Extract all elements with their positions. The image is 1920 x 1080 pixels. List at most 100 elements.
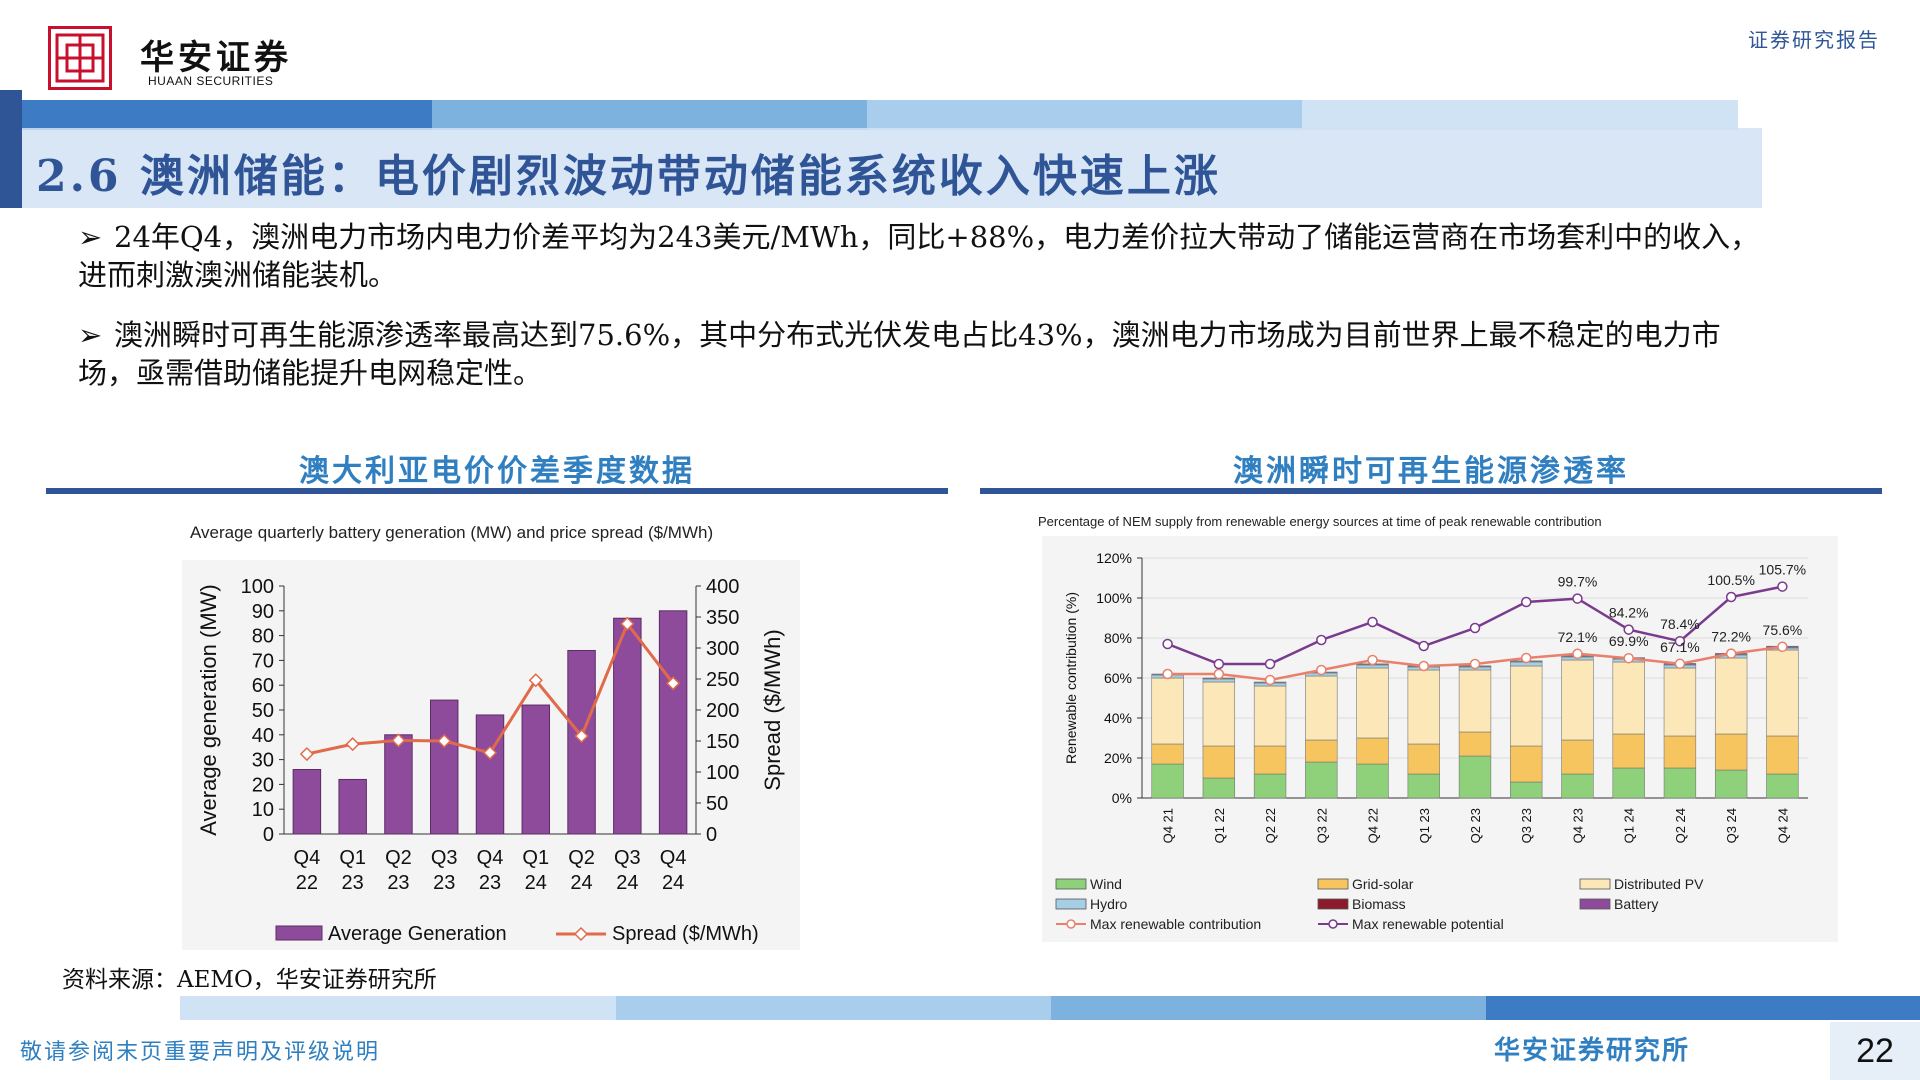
data-label: 78.4% (1660, 616, 1700, 632)
potential-point (1367, 616, 1378, 628)
stacked-segment (1202, 678, 1236, 683)
logo-mark-icon (55, 33, 105, 83)
x-tick-label: Q4 (477, 847, 504, 869)
arrow-bullet-icon: ➢ (78, 318, 103, 352)
legend-swatch (275, 925, 323, 941)
stacked-segment (1510, 665, 1543, 747)
page-number: 22 (1830, 1022, 1920, 1080)
brand-logo (48, 26, 112, 90)
y2-tick-label: 150 (706, 731, 739, 753)
x-tick-label: 24 (662, 872, 684, 894)
stacked-segment (1766, 773, 1799, 799)
potential-point (1264, 658, 1276, 670)
x-tick-label: Q4 22 (1366, 808, 1381, 843)
x-tick-label: Q1 23 (1417, 808, 1432, 843)
stacked-segment (1766, 735, 1799, 775)
stacked-segment (1356, 664, 1389, 669)
data-label: 100.5% (1707, 572, 1754, 588)
stacked-segment (1612, 661, 1645, 735)
x-tick-label: Q1 24 (1622, 808, 1637, 843)
stacked-segment (1561, 739, 1594, 775)
legend-marker (1328, 919, 1338, 929)
stacked-segment (1253, 745, 1287, 775)
bar (384, 734, 413, 835)
potential-point (1777, 581, 1788, 592)
legend-label: Wind (1090, 876, 1122, 892)
source-note: 资料来源：AEMO，华安证券研究所 (62, 967, 437, 993)
potential-point (1520, 596, 1532, 608)
band-segment (1302, 100, 1738, 130)
x-tick-label: Q3 (431, 847, 458, 869)
title-bar (22, 128, 1762, 208)
stacked-segment (1151, 677, 1184, 745)
legend-label: Average Generation (328, 923, 507, 945)
band-segment (867, 100, 1302, 130)
x-tick-label: Q2 23 (1468, 808, 1483, 843)
spread-point (482, 745, 498, 760)
contribution-point (1469, 658, 1481, 670)
potential-point (1418, 640, 1430, 652)
x-tick-label: 22 (296, 872, 318, 894)
x-tick-label: Q1 (339, 847, 366, 869)
data-label: 72.2% (1711, 629, 1751, 645)
x-tick-label: 24 (570, 872, 592, 894)
bar (475, 714, 505, 835)
left-chart-rule (46, 488, 948, 494)
data-label: 72.1% (1558, 629, 1598, 645)
y-tick-label: 10 (252, 799, 274, 821)
legend-label: Spread ($/MWh) (612, 923, 759, 945)
x-tick-label: 24 (616, 872, 638, 894)
y-tick-label: 20% (1104, 750, 1132, 766)
x-tick-label: Q3 (614, 847, 641, 869)
footer-org: 华安证券研究所 (1494, 1036, 1691, 1066)
contribution-point (1725, 648, 1737, 659)
legend-label: Max renewable potential (1352, 916, 1504, 932)
stacked-segment (1305, 739, 1338, 763)
y2-tick-label: 0 (706, 824, 717, 846)
band-segment (22, 100, 432, 130)
spread-chart-svg: Average quarterly battery generation (MW… (182, 523, 800, 950)
legend-swatch (1317, 898, 1349, 910)
stacked-segment (1458, 731, 1492, 757)
y2-tick-label: 200 (706, 700, 739, 722)
spread-point (666, 676, 681, 691)
renewable-chart: Percentage of NEM supply from renewable … (1030, 506, 1850, 942)
legend-label: Hydro (1090, 896, 1128, 912)
potential-point (1316, 634, 1327, 646)
x-tick-label: 24 (525, 872, 547, 894)
stacked-segment (1356, 763, 1389, 799)
legend-label: Distributed PV (1614, 876, 1704, 892)
potential-point (1572, 593, 1583, 604)
potential-point (1623, 624, 1634, 635)
data-label: 105.7% (1759, 562, 1806, 578)
potential-point (1725, 591, 1737, 603)
x-tick-label: Q4 24 (1775, 808, 1790, 843)
legend-marker (573, 926, 589, 942)
stacked-segment (1458, 755, 1492, 799)
band-segment (432, 100, 867, 130)
y-tick-label: 90 (252, 601, 274, 623)
stacked-segment (1510, 745, 1543, 783)
x-tick-label: Q2 (568, 847, 595, 869)
y-tick-label: 120% (1096, 550, 1132, 566)
y-tick-label: 40 (252, 725, 274, 747)
stacked-segment (1305, 761, 1338, 799)
y2-tick-label: 250 (706, 669, 739, 691)
contribution-point (1162, 668, 1173, 680)
y-axis-label: Renewable contribution (%) (1063, 592, 1079, 764)
legend-swatch (1055, 878, 1087, 890)
x-tick-label: Q2 22 (1263, 808, 1278, 843)
stacked-segment (1151, 743, 1184, 765)
x-tick-label: Q4 21 (1161, 808, 1176, 843)
stacked-segment (1510, 781, 1543, 799)
y-tick-label: 80 (252, 626, 274, 648)
x-tick-label: Q3 24 (1724, 808, 1739, 843)
legend-swatch (1055, 898, 1087, 910)
x-tick-label: Q1 22 (1212, 808, 1227, 843)
page-title: 2.6 澳洲储能：电价剧烈波动带动储能系统收入快速上涨 (36, 151, 1221, 202)
data-label: 84.2% (1609, 605, 1649, 621)
document-type: 证券研究报告 (1748, 28, 1880, 52)
y2-tick-label: 100 (706, 762, 739, 784)
stacked-segment (1202, 745, 1236, 779)
y-tick-label: 70 (252, 650, 274, 672)
